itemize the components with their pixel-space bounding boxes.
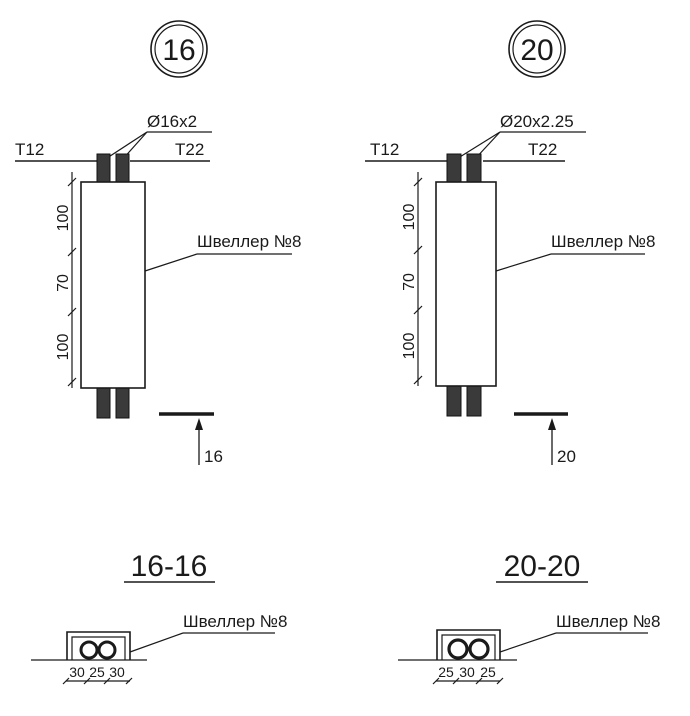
section-channel-leader <box>499 632 557 653</box>
node-id-outer-circle <box>150 20 208 78</box>
pipe-leader-1 <box>103 131 148 161</box>
channel-body <box>435 181 497 387</box>
dim-value-3: 100 <box>401 333 418 360</box>
section-channel-inner <box>441 634 496 660</box>
section-mark-arrowhead <box>548 418 556 430</box>
dim-value-2: 70 <box>401 273 418 291</box>
right-pipe-label: T22 <box>175 140 204 159</box>
pipe-leader-1 <box>454 131 501 161</box>
channel-label: Швеллер №8 <box>197 232 301 251</box>
section-channel-label: Швеллер №8 <box>183 612 287 631</box>
channel-body <box>80 181 146 389</box>
pipe-top-left <box>446 153 462 183</box>
left-pipe-label: T12 <box>15 140 44 159</box>
pipe-size-label: Ø20x2.25 <box>500 112 574 131</box>
node-left: 16 Ø16x2 T12 T22 100 70 100 Швеллер №8 <box>15 20 301 685</box>
section-channel-outer <box>66 631 131 660</box>
dim-value-1: 100 <box>401 204 418 231</box>
section-dim-tick-1 <box>62 677 70 685</box>
channel-leader <box>144 253 198 272</box>
section-dim-tick-3 <box>103 677 111 685</box>
section-dim-2: 25 <box>89 664 105 680</box>
section-channel-label: Швеллер №8 <box>556 612 660 631</box>
section-pipe-right-outer <box>468 638 490 660</box>
section-dim-3: 25 <box>480 664 496 680</box>
section-dim-tick-2 <box>83 677 91 685</box>
section-channel-outer <box>436 629 501 660</box>
pipe-top-left <box>96 153 111 183</box>
dim-tick-2 <box>413 245 423 255</box>
section-pipe-left-outer <box>79 640 99 660</box>
section-dim-1: 30 <box>69 664 85 680</box>
pipe-bottom-right <box>115 387 130 419</box>
section-mark-number: 20 <box>557 447 576 466</box>
dim-tick-4 <box>413 375 423 385</box>
section-title: 16-16 <box>131 550 208 583</box>
section-pipe-right-outer <box>97 640 117 660</box>
dim-tick-3 <box>67 307 77 317</box>
dim-tick-4 <box>67 377 77 387</box>
node-id: 16 <box>162 34 195 67</box>
section-title: 20-20 <box>504 550 581 583</box>
node-id-inner-circle <box>512 24 562 74</box>
dim-tick-3 <box>413 305 423 315</box>
section-channel-inner <box>71 636 126 660</box>
section-dim-tick-4 <box>496 677 504 685</box>
pipe-top-right <box>466 153 482 183</box>
node-right: 20 Ø20x2.25 T12 T22 100 70 100 Швеллер №… <box>365 20 660 685</box>
pipe-bottom-right <box>466 385 482 417</box>
dim-tick-1 <box>67 177 77 187</box>
section-dim-2: 30 <box>459 664 475 680</box>
section-mark-arrowhead <box>195 418 203 430</box>
section-dim-1: 25 <box>438 664 454 680</box>
pipe-bottom-left <box>446 385 462 417</box>
dim-tick-1 <box>413 177 423 187</box>
node-id: 20 <box>520 34 553 67</box>
pipe-top-right <box>115 153 130 183</box>
right-pipe-label: T22 <box>528 140 557 159</box>
section-dim-tick-4 <box>125 677 133 685</box>
channel-label: Швеллер №8 <box>551 232 655 251</box>
section-pipe-left-outer <box>447 638 469 660</box>
dim-value-3: 100 <box>55 334 72 361</box>
pipe-size-label: Ø16x2 <box>147 112 197 131</box>
dim-value-2: 70 <box>55 274 72 292</box>
section-dim-tick-2 <box>452 677 460 685</box>
pipe-bottom-left <box>96 387 111 419</box>
node-id-inner-circle <box>154 24 204 74</box>
section-dim-3: 30 <box>109 664 125 680</box>
left-pipe-label: T12 <box>370 140 399 159</box>
channel-leader <box>495 253 552 272</box>
section-mark-number: 16 <box>204 447 223 466</box>
section-channel-leader <box>129 632 184 653</box>
node-id-outer-circle <box>508 20 566 78</box>
section-dim-tick-3 <box>475 677 483 685</box>
dim-value-1: 100 <box>55 205 72 232</box>
section-dim-tick-1 <box>432 677 440 685</box>
dim-tick-2 <box>67 247 77 257</box>
